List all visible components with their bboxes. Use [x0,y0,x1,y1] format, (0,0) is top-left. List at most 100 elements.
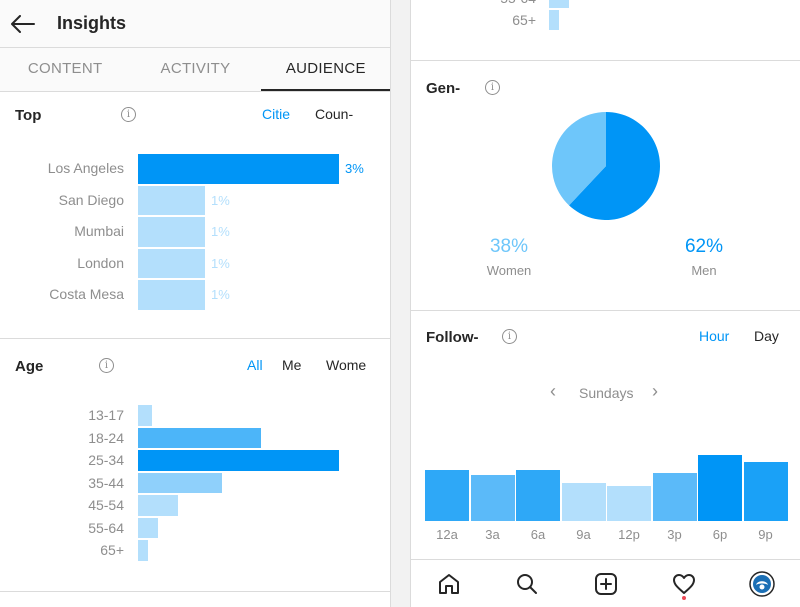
nav-home[interactable] [434,569,464,599]
profile-avatar-icon [749,571,775,597]
followers-hour-bar [698,455,742,521]
app-header: Insights [0,0,390,48]
pie-slice-men [569,112,660,220]
chevron-right-icon[interactable]: › [652,381,658,401]
location-percent: 1% [211,255,230,271]
followers-hour-bar [652,473,697,521]
location-label: Costa Mesa [49,286,124,303]
women-label: Women [486,263,532,278]
age-bar [138,540,148,561]
location-percent: 1% [211,224,230,240]
age-bar [138,472,222,493]
toggle-age-women[interactable]: Wome [326,357,367,373]
followers-hour-bar [470,475,515,521]
location-label: Mumbai [74,223,124,240]
location-label: London [77,254,124,271]
back-button[interactable] [8,10,38,38]
tab-content[interactable]: CONTENT [27,60,103,77]
location-bar [138,248,205,279]
age-bar [138,450,339,471]
tab-activity[interactable]: ACTIVITY [160,60,231,77]
toggle-age-all[interactable]: All [247,357,263,373]
age-bar [138,405,152,426]
men-label: Men [691,263,717,278]
insights-tabs: CONTENT ACTIVITY AUDIENCE [0,48,390,92]
nav-profile[interactable] [747,569,777,599]
age-label: 55-64 [88,519,124,536]
age-title: Age [15,358,44,375]
panel-gutter [391,0,410,607]
activity-heart-icon [673,574,695,594]
bottom-navigation [411,559,800,607]
hour-tick-label: 3a [485,527,500,542]
info-icon[interactable]: i [99,358,114,373]
age-label: 65+ [512,12,536,28]
location-percent: 1% [211,287,230,303]
location-percent: 3% [345,161,364,176]
followers-hour-bar [425,470,469,521]
nav-new-post[interactable] [591,569,621,599]
age-bar [138,517,158,538]
add-post-icon [595,573,617,595]
toggle-countries[interactable]: Coun- [315,106,354,122]
day-selector: Sundays [579,385,634,401]
toggle-age-men[interactable]: Me [282,357,302,373]
section-divider [0,338,390,339]
hour-tick-label: 12a [436,527,458,542]
followers-hour-bar [561,483,606,521]
location-bar [138,280,205,310]
hour-tick-label: 3p [667,527,682,542]
section-divider [411,310,800,311]
age-label: 18-24 [88,429,124,446]
page-title: Insights [57,13,127,33]
section-divider [411,60,800,61]
age-label: 45-54 [88,497,124,513]
hour-tick-label: 6a [530,527,546,542]
hour-tick-label: 6p [712,527,728,542]
location-label: Los Angeles [47,160,124,176]
followers-hour-bar [607,486,651,521]
pie-slice-women [552,112,606,206]
search-icon [517,574,537,594]
info-icon[interactable]: i [121,107,136,122]
followers-hour-bar [743,462,788,521]
hour-tick-label: 9a [576,527,591,542]
age-bar [549,0,569,8]
nav-activity[interactable] [669,569,699,599]
age-bar [549,10,559,30]
back-arrow-icon [11,15,35,33]
hour-tick-label: 9p [758,527,773,542]
age-label: 35-44 [88,474,124,491]
age-label: 65+ [100,542,124,558]
home-icon [439,574,459,594]
location-bar [138,185,205,216]
followers-title: Follow- [426,329,479,346]
toggle-day[interactable]: Day [754,328,779,344]
hour-tick-label: 12p [618,527,640,542]
insights-right-panel: 55-64 65+ Gen- i 38% Women 62% Men Follo… [410,0,800,607]
location-percent: 1% [211,192,230,208]
age-label: 13-17 [88,407,124,423]
info-icon[interactable]: i [502,329,517,344]
nav-search[interactable] [512,569,542,599]
followers-hour-bar [516,470,560,521]
age-label: 25-34 [88,452,124,468]
notification-dot [682,596,686,600]
info-icon[interactable]: i [485,80,500,95]
toggle-hour[interactable]: Hour [699,328,730,344]
location-bar [138,217,205,247]
insights-left-panel: Insights CONTENT ACTIVITY AUDIENCE Top i… [0,0,391,607]
location-bar [138,154,339,184]
age-bar [138,427,261,448]
age-bar [138,495,178,516]
women-percent: 38% [489,236,529,257]
tab-audience[interactable]: AUDIENCE [260,48,390,91]
top-locations-title: Top [15,107,42,124]
chevron-left-icon[interactable]: ‹ [550,381,556,401]
section-divider [0,591,390,592]
gender-title: Gen- [426,80,461,97]
toggle-cities[interactable]: Citie [262,106,291,122]
gender-pie-chart [552,112,660,220]
men-percent: 62% [684,236,724,257]
location-label: San Diego [58,191,124,208]
